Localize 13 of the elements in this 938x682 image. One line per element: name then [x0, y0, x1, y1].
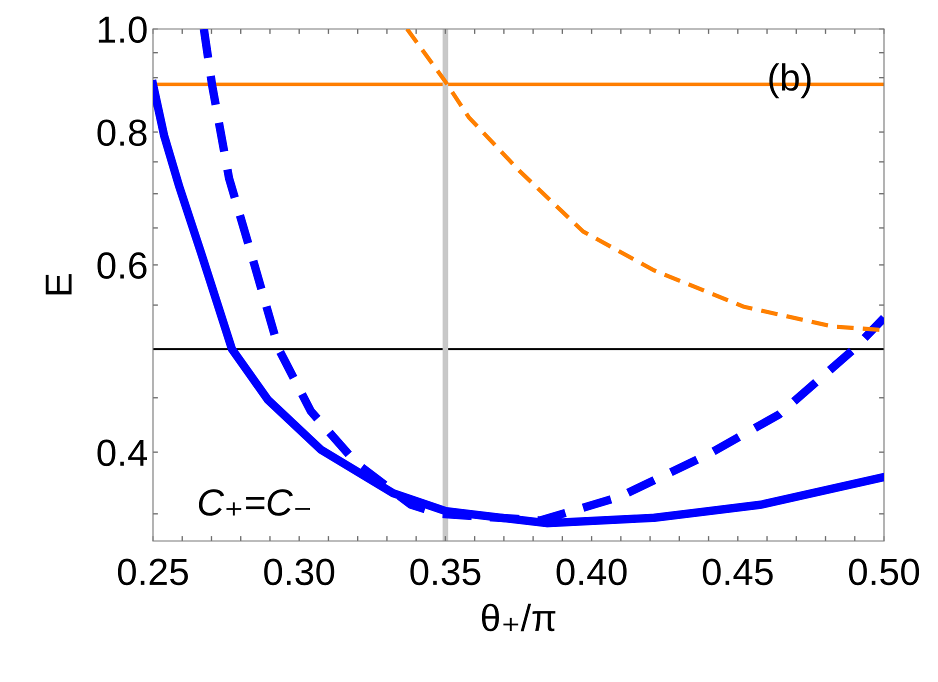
x-axis-title: θ₊/π: [482, 604, 556, 632]
y-axis-title: E: [46, 274, 72, 294]
x-tick-label: 0.35: [410, 558, 480, 586]
y-tick-label: 0.8: [97, 119, 147, 146]
x-tick-label: 0.40: [556, 558, 627, 586]
x-tick-label: 0.50: [848, 558, 920, 586]
x-tick-label: 0.25: [118, 558, 188, 586]
y-tick-label: 1.0: [98, 16, 147, 43]
annotation: C₊=C₋: [198, 489, 310, 516]
y-tick-label: 0.4: [97, 440, 148, 466]
x-tick-label: 0.30: [264, 558, 334, 586]
y-tick-label: 0.6: [97, 252, 146, 279]
x-tick-label: 0.45: [702, 558, 773, 586]
